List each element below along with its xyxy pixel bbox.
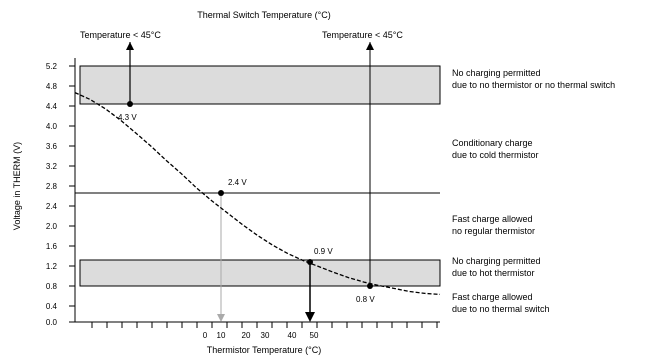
- y-tick-label: 0.4: [46, 302, 58, 311]
- point-2-4: 2.4 V: [218, 178, 247, 196]
- point-label: 0.9 V: [314, 247, 333, 256]
- arrow-thermistor-mid: [217, 193, 225, 322]
- no-charge-high-band: [79, 65, 441, 105]
- curve-layer: [74, 92, 441, 296]
- temp-high-label: Temperature < 45°C: [322, 30, 403, 40]
- y-tick-label: 3.6: [46, 142, 58, 151]
- y-tick-label: 2.4: [46, 202, 58, 211]
- arrow-temp-low: [126, 42, 134, 104]
- y-tick-label: 2.0: [46, 222, 58, 231]
- point-label: 2.4 V: [228, 178, 247, 187]
- x-tick-label: 50: [310, 331, 319, 340]
- arrow-temp-high: [366, 42, 374, 286]
- region-labels: No charging permitted due to no thermist…: [452, 68, 615, 314]
- x-tick-label: 0: [203, 331, 208, 340]
- y-tick-label: 3.2: [46, 162, 58, 171]
- y-tick-label: 0.8: [46, 282, 58, 291]
- y-tick-label: 4.0: [46, 122, 58, 131]
- region-no-charge-title: No charging permitted: [452, 68, 541, 78]
- region-conditionary-title: Conditionary charge: [452, 138, 533, 148]
- x-tick-label: 10: [217, 331, 226, 340]
- arrow-thermistor-hot: [305, 262, 315, 322]
- x-tick-label: 30: [261, 331, 270, 340]
- point-label: 4.3 V: [118, 113, 137, 122]
- y-tick-label: 5.2: [46, 62, 58, 71]
- x-tick-label: 40: [288, 331, 297, 340]
- x-axis-label: Thermistor Temperature (°C): [207, 345, 321, 355]
- point-0-9: 0.9 V: [307, 247, 333, 265]
- y-tick-label: 1.2: [46, 262, 58, 271]
- point-4-3: 4.3 V: [118, 101, 137, 122]
- y-tick-label: 2.8: [46, 182, 58, 191]
- region-fast-bottom-desc: due to no thermal switch: [452, 304, 550, 314]
- data-point: [218, 190, 224, 196]
- x-axis-tick-labels: 0 10 20 30 40 50: [203, 331, 319, 340]
- region-conditionary-desc: due to cold thermistor: [452, 150, 539, 160]
- temp-low-label: Temperature < 45°C: [80, 30, 161, 40]
- point-0-8: 0.8 V: [356, 283, 375, 304]
- no-charge-hot-band: [79, 259, 441, 287]
- chart-title: Thermal Switch Temperature (°C): [197, 10, 330, 20]
- point-label: 0.8 V: [356, 295, 375, 304]
- y-tick-label: 1.6: [46, 242, 58, 251]
- region-fast-title: Fast charge allowed: [452, 214, 533, 224]
- region-fast-desc: no regular thermistor: [452, 226, 535, 236]
- y-axis-ticks: [69, 65, 75, 323]
- y-axis-label: Voltage in THERM (V): [12, 142, 22, 230]
- region-hot-title: No charging permitted: [452, 256, 541, 266]
- data-point: [307, 259, 313, 265]
- x-tick-label: 20: [242, 331, 251, 340]
- y-tick-label: 0.0: [46, 318, 58, 327]
- y-tick-label: 4.4: [46, 102, 58, 111]
- y-axis-tick-labels: 5.2 4.8 4.4 4.0 3.6 3.2 2.8 2.4 2.0 1.6 …: [46, 62, 58, 327]
- region-fast-bottom-title: Fast charge allowed: [452, 292, 533, 302]
- voltage-curve: [74, 92, 441, 296]
- data-point: [127, 101, 133, 107]
- region-hot-desc: due to hot thermistor: [452, 268, 535, 278]
- data-point: [367, 283, 373, 289]
- y-tick-label: 4.8: [46, 82, 58, 91]
- x-axis-ticks: [91, 322, 438, 328]
- region-no-charge-desc: due to no thermistor or no thermal switc…: [452, 80, 615, 90]
